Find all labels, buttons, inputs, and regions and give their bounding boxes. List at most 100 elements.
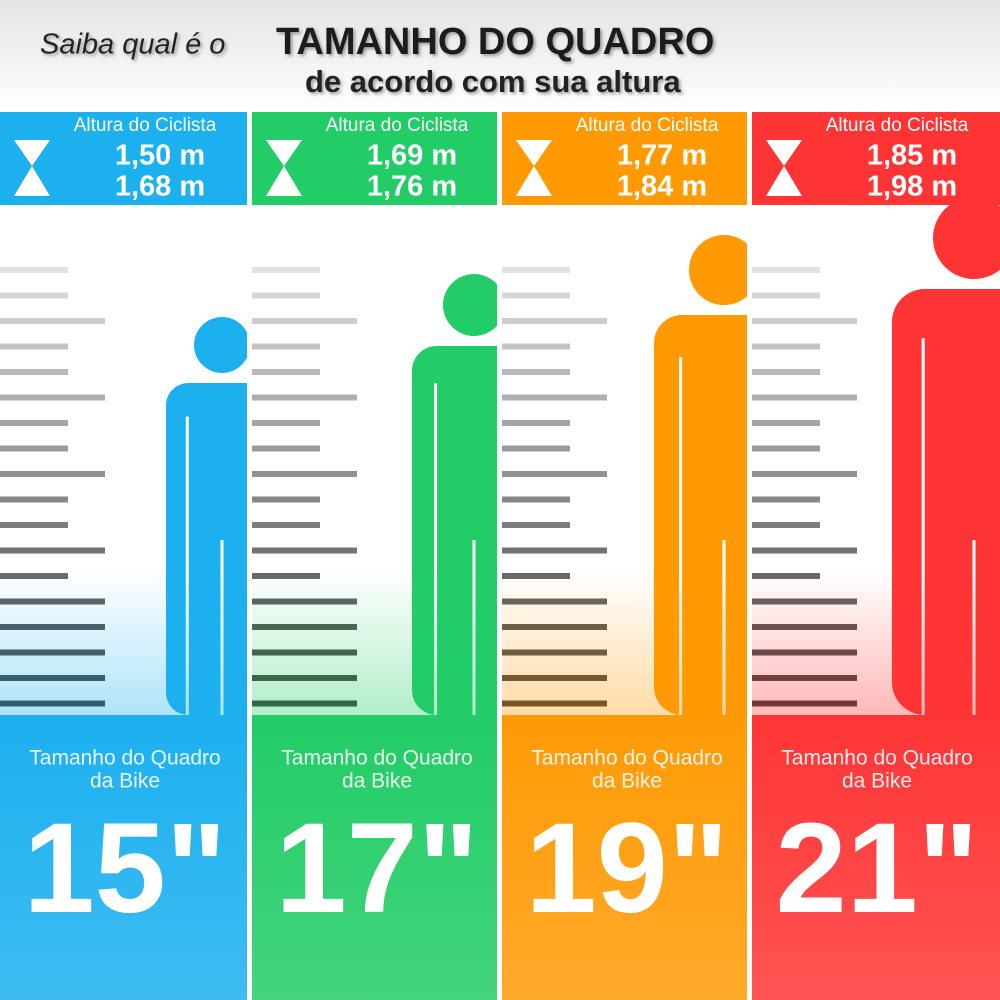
frame-label: da Bike <box>342 770 412 793</box>
figure-head <box>933 197 1000 279</box>
height-max: 1,98 m <box>867 171 957 203</box>
scale-bar <box>502 547 607 554</box>
scale-bar <box>252 496 320 503</box>
hourglass-top <box>766 140 802 166</box>
size-panel <box>252 715 497 1000</box>
header-subtitle: de acordo com sua altura <box>305 64 681 99</box>
scale-bar <box>752 267 820 273</box>
hourglass-top <box>14 140 50 166</box>
fade <box>0 570 247 715</box>
scale-bar <box>252 343 320 350</box>
scale-bar <box>252 394 357 401</box>
scale-bar <box>752 471 857 477</box>
header-lead: Saiba qual é o <box>40 29 225 61</box>
scale-bar <box>0 547 105 554</box>
height-min: 1,69 m <box>367 140 457 172</box>
height-label: Altura do Ciclista <box>576 115 719 136</box>
scale-bar <box>252 522 320 528</box>
frame-label: da Bike <box>592 770 662 793</box>
scale-bar <box>752 547 857 554</box>
scale-bar <box>0 369 68 375</box>
column: Altura do Ciclista 1,77 m1,84 m Tamanho do… <box>502 112 747 1000</box>
scale-bar <box>502 343 570 350</box>
header-title: TAMANHO DO QUADRO <box>276 21 714 63</box>
scale-bar <box>0 496 68 503</box>
height-max: 1,76 m <box>367 171 457 203</box>
figure-head <box>443 274 497 336</box>
fade <box>252 570 497 715</box>
scale-bar <box>252 420 320 426</box>
hourglass-top <box>516 140 552 166</box>
scale-bar <box>502 471 607 477</box>
scale-bar <box>0 522 68 528</box>
scale-bar <box>502 267 570 273</box>
hourglass-bottom <box>14 166 50 196</box>
fade <box>502 570 747 715</box>
column: Altura do Ciclista 1,50 m1,68 m Tamanho do… <box>0 112 247 1000</box>
column: Altura do Ciclista 1,85 m1,98 m Tamanho do… <box>752 112 1000 1000</box>
scale-bar <box>502 420 570 426</box>
figure-head <box>194 317 247 373</box>
frame-size: 21" <box>775 797 978 940</box>
scale-bar <box>252 471 357 477</box>
height-min: 1,85 m <box>867 140 957 172</box>
scale-bar <box>252 292 320 299</box>
header-bg <box>0 0 1000 112</box>
scale-bar <box>252 267 320 273</box>
scale-bar <box>502 394 607 401</box>
scale-bar <box>752 369 820 375</box>
scale-bar <box>252 369 320 375</box>
frame-label: da Bike <box>90 770 160 793</box>
figure-head <box>689 235 747 305</box>
scale-bar <box>752 522 820 528</box>
height-label: Altura do Ciclista <box>74 115 217 136</box>
scale-bar <box>0 394 105 401</box>
frame-label: Tamanho do Quadro <box>781 747 972 770</box>
fade <box>752 570 1000 715</box>
scale-bar <box>752 420 820 426</box>
height-max: 1,84 m <box>617 171 707 203</box>
scale-bar <box>502 445 570 452</box>
scale-bar <box>752 394 857 401</box>
scale-bar <box>0 471 105 477</box>
scale-bar <box>752 445 820 452</box>
size-panel <box>752 715 1000 1000</box>
size-panel <box>0 715 247 1000</box>
scale-bar <box>502 292 570 299</box>
scale-bar <box>752 292 820 299</box>
hourglass-bottom <box>766 166 802 196</box>
frame-label: da Bike <box>842 770 912 793</box>
scale-bar <box>502 369 570 375</box>
scale-bar <box>502 496 570 503</box>
scale-bar <box>502 522 570 528</box>
scale-bar <box>0 343 68 350</box>
height-label: Altura do Ciclista <box>326 115 469 136</box>
hourglass-bottom <box>516 166 552 196</box>
frame-size: 19" <box>525 797 728 940</box>
scale-bar <box>0 445 68 452</box>
scale-bar <box>0 292 68 299</box>
scale-bar <box>252 318 357 324</box>
height-max: 1,68 m <box>115 171 205 203</box>
scale-bar <box>752 318 857 324</box>
scale-bar <box>252 547 357 554</box>
scale-bar <box>0 420 68 426</box>
size-panel <box>502 715 747 1000</box>
scale-bar <box>502 318 607 324</box>
frame-size: 17" <box>275 797 478 940</box>
frame-size: 15" <box>23 797 226 940</box>
scale-bar <box>252 445 320 452</box>
scale-bar <box>752 343 820 350</box>
frame-label: Tamanho do Quadro <box>281 747 472 770</box>
column: Altura do Ciclista 1,69 m1,76 m Tamanho do… <box>252 112 497 1000</box>
columns: Altura do Ciclista 1,50 m1,68 m Tamanho do… <box>0 112 1000 1000</box>
height-min: 1,50 m <box>115 140 205 172</box>
hourglass-bottom <box>266 166 302 196</box>
height-min: 1,77 m <box>617 140 707 172</box>
frame-label: Tamanho do Quadro <box>531 747 722 770</box>
frame-label: Tamanho do Quadro <box>29 747 220 770</box>
scale-bar <box>752 496 820 503</box>
height-label: Altura do Ciclista <box>826 115 969 136</box>
